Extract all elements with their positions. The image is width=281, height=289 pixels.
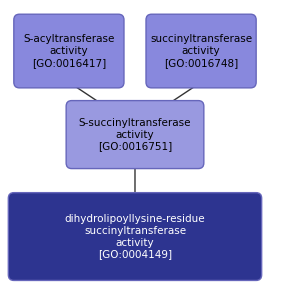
Text: S-acyltransferase
activity
[GO:0016417]: S-acyltransferase activity [GO:0016417] [23, 34, 115, 68]
Text: succinyltransferase
activity
[GO:0016748]: succinyltransferase activity [GO:0016748… [150, 34, 252, 68]
FancyBboxPatch shape [8, 193, 262, 280]
Text: S-succinyltransferase
activity
[GO:0016751]: S-succinyltransferase activity [GO:00167… [79, 118, 191, 152]
Text: dihydrolipoyllysine-residue
succinyltransferase
activity
[GO:0004149]: dihydrolipoyllysine-residue succinyltran… [65, 214, 205, 260]
FancyBboxPatch shape [66, 101, 204, 168]
FancyBboxPatch shape [14, 14, 124, 88]
FancyBboxPatch shape [146, 14, 256, 88]
